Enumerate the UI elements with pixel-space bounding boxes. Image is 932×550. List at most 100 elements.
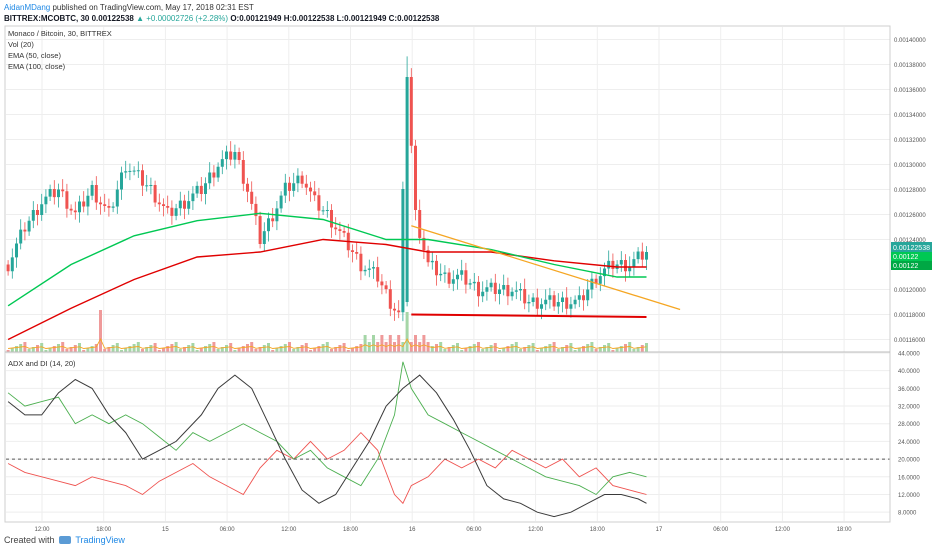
volume-bar: [426, 342, 430, 352]
di-plus-line: [7, 361, 647, 496]
candle-body: [422, 237, 426, 251]
legend-ema100[interactable]: EMA (100, close): [8, 62, 66, 71]
volume-bar: [338, 345, 342, 352]
candle-body: [510, 291, 514, 297]
candlesticks: [6, 56, 648, 322]
tradingview-brand-link[interactable]: TradingView: [75, 535, 125, 545]
volume-bar: [393, 342, 396, 352]
candle-body: [464, 270, 468, 285]
candle-body: [82, 201, 86, 207]
candle-body: [405, 77, 409, 302]
legend-vol[interactable]: Vol (20): [8, 40, 34, 49]
volume-bar: [367, 342, 371, 352]
time-tick-label: 18:00: [590, 527, 606, 533]
trendline[interactable]: [411, 225, 681, 311]
candle-body: [178, 200, 182, 209]
volume-bar: [317, 346, 321, 352]
candle-body: [582, 295, 585, 301]
change-arrow-icon: ▲: [136, 14, 144, 23]
volume-bar: [598, 347, 602, 352]
price-tick-label: 0.00124000: [894, 238, 926, 244]
volume-bar: [124, 348, 128, 352]
legend-ema50[interactable]: EMA (50, close): [8, 51, 61, 60]
candle-body: [321, 210, 325, 212]
time-axis[interactable]: 12:00 18:00 15 06:00 12:00 18:00 16 06:00 12:00 1…: [34, 527, 852, 533]
adx-axis[interactable]: 44.0000 40.0000 36.0000 32.0000 28.0000 24.00…: [898, 352, 920, 517]
candle-body: [124, 171, 128, 173]
candle-body: [304, 183, 308, 188]
ema20-badge: [891, 261, 932, 270]
candle-body: [57, 189, 60, 198]
volume-bar: [493, 343, 497, 352]
candle-body: [99, 202, 102, 205]
author-link[interactable]: AidanMDang: [4, 3, 51, 12]
candle-body: [61, 189, 65, 192]
support-line[interactable]: [411, 313, 647, 318]
volume-ma-line: [8, 337, 647, 349]
volume-bar: [435, 344, 438, 352]
volume-bar: [258, 347, 262, 352]
volume-bar: [447, 347, 451, 352]
candle-body: [19, 229, 23, 244]
volume-bar: [456, 343, 459, 352]
last-price-badge: [891, 242, 932, 252]
volume-bar: [321, 344, 325, 352]
candle-body: [594, 278, 598, 284]
adx-tick-label: 40.0000: [898, 369, 920, 375]
candle-body: [573, 299, 577, 305]
candle-body: [603, 268, 606, 277]
price-grid: [6, 27, 890, 521]
volume-bar: [464, 348, 468, 352]
candle-body: [624, 260, 627, 272]
volume-bar: [527, 345, 531, 352]
legend-title: Monaco / Bitcoin, 30, BITTREX: [8, 29, 112, 38]
volume-bar: [237, 348, 241, 352]
candle-body: [325, 210, 329, 211]
chart-header: AidanMDang published on TradingView.com,…: [4, 2, 439, 24]
volume-bar: [157, 350, 161, 352]
candle-body: [502, 285, 506, 290]
candle-body: [166, 206, 170, 208]
adx-legend-title[interactable]: ADX and DI (14, 20): [8, 359, 76, 368]
volume-bar: [69, 347, 73, 352]
candle-body: [120, 172, 123, 190]
last-price: 0.00122538: [91, 14, 134, 23]
time-tick-label: 18:00: [343, 527, 359, 533]
volume-bar: [233, 350, 237, 352]
volume-bar: [195, 350, 199, 352]
volume-bar: [418, 342, 422, 352]
volume-bar: [376, 342, 380, 352]
candle-body: [233, 152, 237, 160]
adx-tick-label: 12.0000: [898, 493, 920, 499]
volume-bar: [300, 345, 304, 352]
volume-bar: [204, 346, 207, 352]
candle-body: [619, 260, 623, 265]
di-minus-line: [7, 431, 647, 505]
volume-bar: [330, 349, 333, 352]
time-tick-label: 12:00: [528, 527, 544, 533]
candle-body: [254, 203, 258, 217]
candle-body: [481, 291, 485, 297]
candle-body: [271, 218, 275, 222]
candle-body: [556, 302, 560, 307]
candle-body: [204, 183, 207, 194]
volume-bar: [19, 344, 23, 352]
volume-bar: [451, 345, 455, 352]
volume-bar: [535, 350, 539, 352]
volume-bar: [48, 348, 52, 352]
time-tick-label: 12:00: [281, 527, 297, 533]
volume-bar: [191, 343, 195, 352]
price-axis[interactable]: 0.00140000 0.00138000 0.00136000 0.00134000…: [894, 38, 926, 344]
volume-bar: [510, 344, 514, 352]
created-with-text: Created with: [4, 535, 55, 545]
volume-bar: [31, 347, 35, 352]
candle-body: [216, 166, 220, 178]
adx-tick-label: 44.0000: [898, 352, 920, 358]
price-badges: 0.00122538 0.00122 0.00122: [891, 242, 932, 270]
volume-bar: [153, 343, 157, 352]
volume-bar: [225, 345, 228, 352]
volume-bar: [531, 343, 535, 352]
adx-tick-label: 20.0000: [898, 458, 920, 464]
volume-bar: [615, 348, 619, 352]
